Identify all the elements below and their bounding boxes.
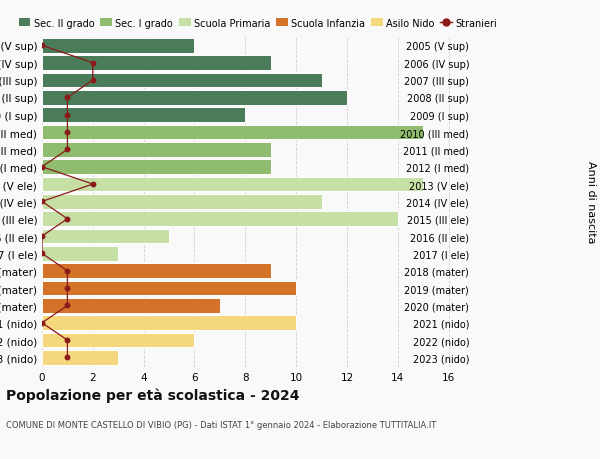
Point xyxy=(62,337,72,344)
Point xyxy=(62,216,72,223)
Point xyxy=(37,319,47,327)
Bar xyxy=(42,143,271,157)
Bar xyxy=(42,73,322,88)
Bar xyxy=(42,264,271,279)
Bar xyxy=(42,229,169,244)
Bar xyxy=(42,125,423,140)
Bar xyxy=(42,281,296,296)
Text: COMUNE DI MONTE CASTELLO DI VIBIO (PG) - Dati ISTAT 1° gennaio 2024 - Elaborazio: COMUNE DI MONTE CASTELLO DI VIBIO (PG) -… xyxy=(6,420,436,429)
Point xyxy=(62,146,72,154)
Bar xyxy=(42,298,220,313)
Point xyxy=(37,198,47,206)
Bar xyxy=(42,350,118,365)
Point xyxy=(62,285,72,292)
Bar xyxy=(42,91,347,106)
Point xyxy=(37,164,47,171)
Point xyxy=(37,250,47,257)
Point xyxy=(88,181,98,188)
Bar xyxy=(42,195,322,209)
Point xyxy=(62,129,72,136)
Text: Anni di nascita: Anni di nascita xyxy=(586,161,596,243)
Point xyxy=(37,233,47,240)
Point xyxy=(88,60,98,67)
Bar xyxy=(42,56,271,71)
Bar xyxy=(42,177,423,192)
Point xyxy=(62,268,72,275)
Bar xyxy=(42,108,245,123)
Bar xyxy=(42,39,194,54)
Point xyxy=(37,43,47,50)
Bar xyxy=(42,246,118,261)
Bar xyxy=(42,160,271,175)
Point xyxy=(62,95,72,102)
Point xyxy=(62,302,72,309)
Bar xyxy=(42,333,194,348)
Bar xyxy=(42,316,296,330)
Point xyxy=(62,112,72,119)
Point xyxy=(62,354,72,361)
Text: Popolazione per età scolastica - 2024: Popolazione per età scolastica - 2024 xyxy=(6,388,299,403)
Legend: Sec. II grado, Sec. I grado, Scuola Primaria, Scuola Infanzia, Asilo Nido, Stran: Sec. II grado, Sec. I grado, Scuola Prim… xyxy=(19,18,497,28)
Point xyxy=(88,77,98,84)
Bar xyxy=(42,212,398,227)
